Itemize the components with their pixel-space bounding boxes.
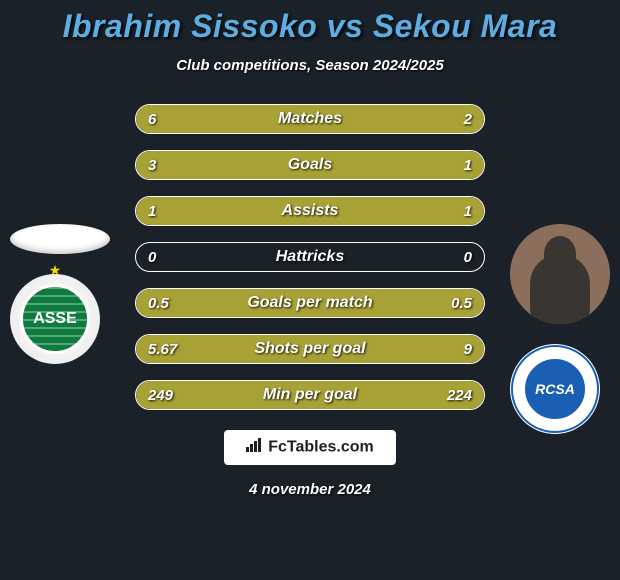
club-badge-right: RCSA	[510, 344, 600, 434]
stat-value-right: 1	[464, 203, 472, 220]
date: 4 november 2024	[0, 481, 620, 498]
stat-row: 5.67Shots per goal9	[135, 334, 485, 364]
subtitle: Club competitions, Season 2024/2025	[0, 57, 620, 74]
stat-value-right: 224	[447, 387, 472, 404]
club-badge-left: ★ ASSE	[10, 274, 100, 364]
header: Ibrahim Sissoko vs Sekou Mara Club compe…	[0, 0, 620, 74]
footer: FcTables.com 4 november 2024	[0, 430, 620, 498]
star-icon: ★	[49, 262, 62, 279]
stat-row: 6Matches2	[135, 104, 485, 134]
player-photo-left	[10, 224, 110, 254]
chart-icon	[246, 438, 264, 457]
player-photo-right	[510, 224, 610, 324]
asse-badge-inner: ASSE	[20, 284, 90, 354]
stat-label: Min per goal	[136, 386, 484, 404]
branding-text: FcTables.com	[268, 439, 374, 456]
stat-row: 249Min per goal224	[135, 380, 485, 410]
branding-badge: FcTables.com	[224, 430, 396, 465]
stat-label: Goals per match	[136, 294, 484, 312]
player-left-panel: ★ ASSE	[10, 224, 110, 364]
club-abbr-right: RCSA	[535, 381, 575, 397]
stat-label: Hattricks	[136, 248, 484, 266]
stat-value-right: 2	[464, 111, 472, 128]
stat-value-right: 0.5	[451, 295, 472, 312]
stat-row: 0Hattricks0	[135, 242, 485, 272]
stat-row: 3Goals1	[135, 150, 485, 180]
stat-row: 0.5Goals per match0.5	[135, 288, 485, 318]
stat-label: Matches	[136, 110, 484, 128]
stat-label: Goals	[136, 156, 484, 174]
stat-value-right: 1	[464, 157, 472, 174]
main-comparison: ★ ASSE RCSA 6Matches23Goals11Assists10Ha…	[0, 104, 620, 410]
stats-bars: 6Matches23Goals11Assists10Hattricks00.5G…	[135, 104, 485, 410]
stat-label: Shots per goal	[136, 340, 484, 358]
stat-row: 1Assists1	[135, 196, 485, 226]
player-right-panel: RCSA	[510, 224, 610, 434]
stat-value-right: 9	[464, 341, 472, 358]
stat-label: Assists	[136, 202, 484, 220]
club-abbr-left: ASSE	[33, 310, 77, 328]
page-title: Ibrahim Sissoko vs Sekou Mara	[0, 8, 620, 45]
stat-value-right: 0	[464, 249, 472, 266]
rcsa-badge-inner: RCSA	[523, 357, 587, 421]
